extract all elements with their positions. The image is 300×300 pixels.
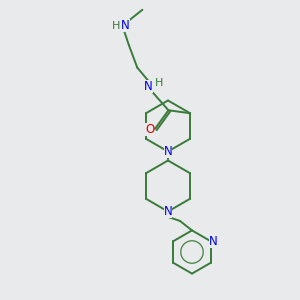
Text: O: O [145,123,154,136]
Text: N: N [144,80,153,93]
Text: N: N [121,19,130,32]
Text: N: N [209,235,218,248]
Text: H: H [112,21,121,31]
Text: N: N [164,205,172,218]
Text: H: H [155,78,164,88]
Text: N: N [164,145,172,158]
